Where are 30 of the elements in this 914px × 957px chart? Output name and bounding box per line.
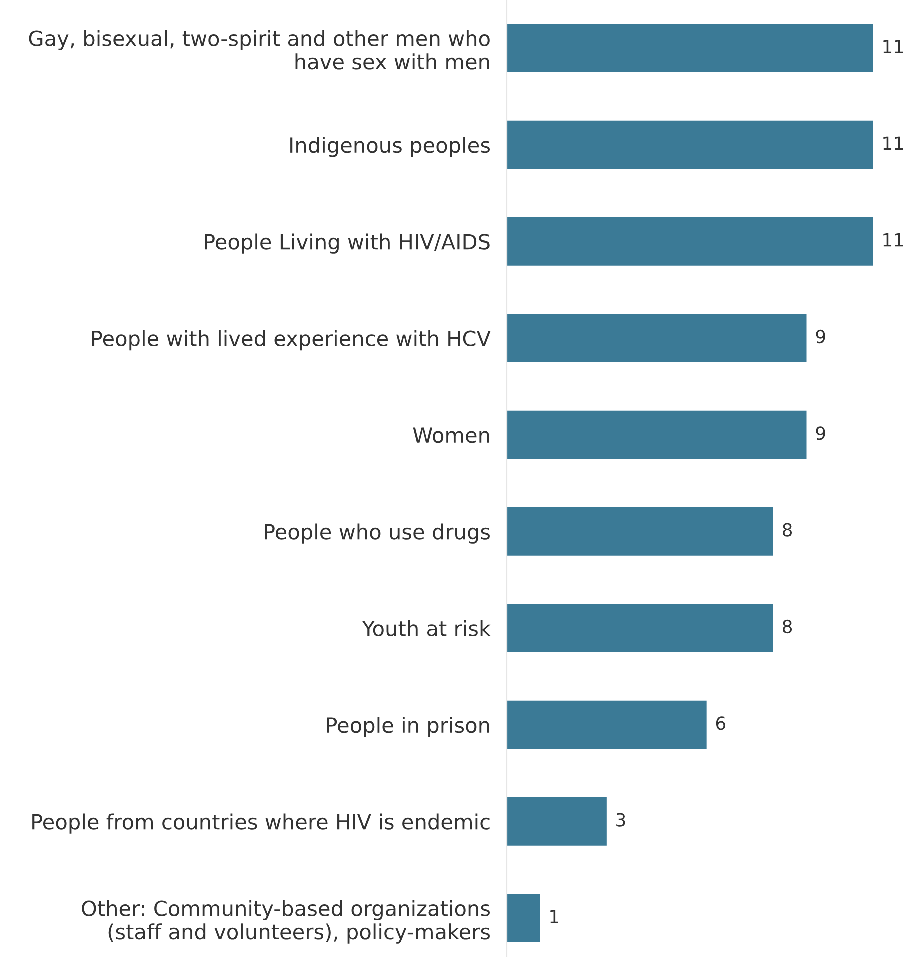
data-label: 8 <box>783 620 792 634</box>
y-tick-label: Other: Community-based organizations (staff and volunteers), policy-makers <box>82 900 490 944</box>
bar <box>507 24 874 72</box>
bar <box>507 410 807 460</box>
bar <box>507 314 807 362</box>
bar <box>507 894 540 942</box>
data-label: 3 <box>616 813 626 827</box>
bar <box>507 604 774 652</box>
y-tick-label: People from countries where HIV is endemic <box>32 814 490 834</box>
bar <box>507 218 874 266</box>
bar <box>507 798 607 846</box>
bar <box>507 120 874 170</box>
y-tick-label: People Living with HIV/AIDS <box>205 234 490 254</box>
y-tick-label: Gay, bisexual, two-spirit and other men who have sex with men <box>29 30 490 70</box>
data-label: 11 <box>884 136 904 150</box>
y-tick-label: Indigenous peoples <box>290 137 490 158</box>
y-tick-label: Youth at risk <box>362 620 491 637</box>
data-label: 8 <box>783 523 792 537</box>
y-tick-label: People in prison <box>327 717 490 738</box>
y-tick-label: People with lived experience with HCV <box>92 330 491 351</box>
y-tick-label: People who use drugs <box>265 524 490 544</box>
bar <box>507 508 774 556</box>
bar <box>507 700 707 750</box>
data-label: 9 <box>816 426 826 440</box>
data-label: 11 <box>884 40 904 54</box>
data-label: 11 <box>884 233 904 247</box>
data-label: 9 <box>816 330 826 344</box>
data-label: 6 <box>716 716 726 730</box>
data-label: 1 <box>550 910 558 924</box>
y-tick-label: Women <box>413 428 490 444</box>
